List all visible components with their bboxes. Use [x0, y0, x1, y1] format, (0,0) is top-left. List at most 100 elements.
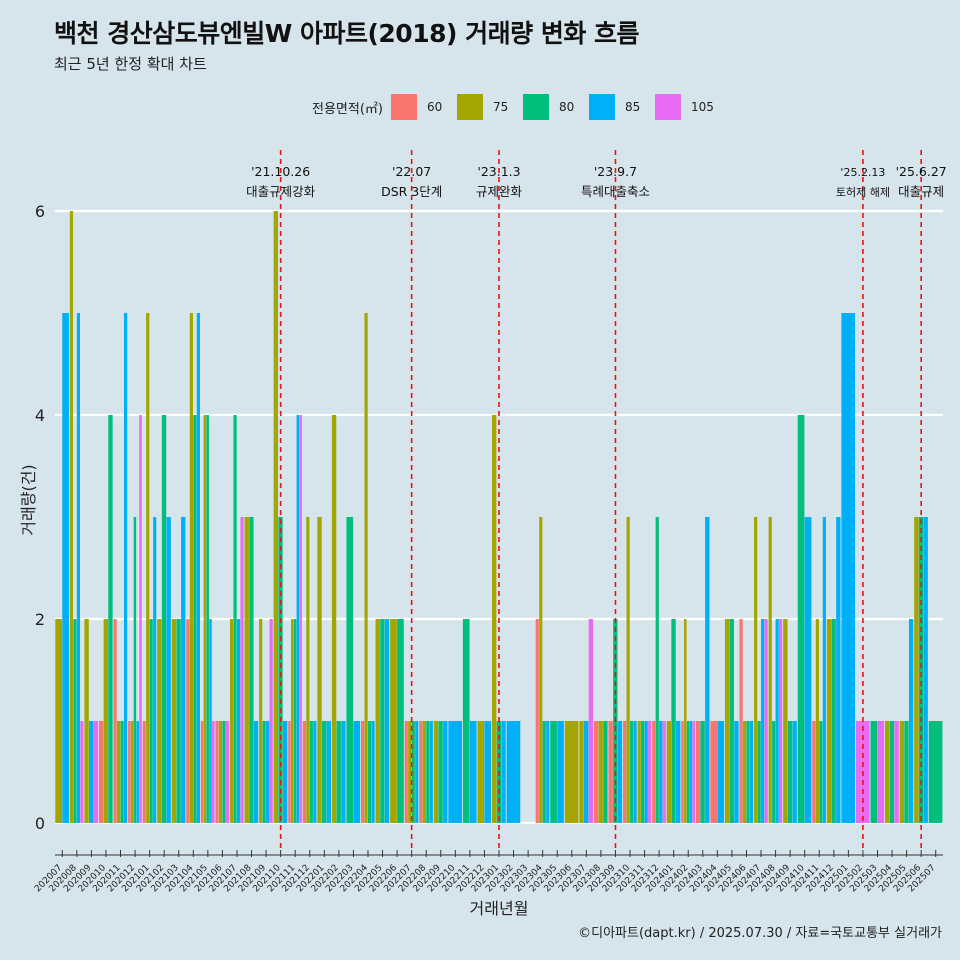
bar-202204-75 — [364, 313, 368, 823]
bar-202208-80 — [426, 721, 430, 823]
bar-202109-105 — [269, 619, 273, 823]
bar-202308-80 — [603, 721, 608, 823]
bar-202406-80 — [746, 721, 750, 823]
bar-202402-75 — [684, 619, 687, 823]
bar-202108-85 — [253, 721, 259, 823]
event-label-2: 규제완화 — [476, 184, 523, 199]
bar-202204-60 — [361, 721, 365, 823]
bar-202503-80 — [870, 721, 878, 823]
bar-202010-80 — [108, 415, 113, 823]
bar-202304-75 — [539, 517, 543, 823]
bar-202207-60 — [404, 721, 408, 823]
bar-202408-80 — [772, 721, 776, 823]
bar-202504-105 — [894, 721, 899, 823]
bar-202312-60 — [652, 721, 656, 823]
bar-202411-80 — [819, 721, 823, 823]
bar-202409-75 — [783, 619, 788, 823]
bar-202205-85 — [384, 619, 390, 823]
bar-202103-85 — [181, 517, 186, 823]
bar-202503-105 — [877, 721, 885, 823]
bar-202107-85 — [236, 619, 241, 823]
bar-202107-75 — [229, 619, 234, 823]
legend-item-105: 105 — [654, 94, 714, 120]
event-date-2: '23.1.3 — [477, 164, 520, 179]
bar-202410-80 — [797, 415, 805, 823]
event-label-5: 대출규제 — [898, 184, 944, 199]
bar-202012-85 — [136, 721, 139, 823]
source-caption: ©디아파트(dapt.kr) / 2025.07.30 / 자료=국토교통부 실… — [578, 926, 942, 941]
bar-202412-85 — [836, 517, 841, 823]
bar-202204-85 — [371, 721, 375, 823]
bar-202411-75 — [815, 619, 819, 823]
bar-202401-85 — [676, 721, 681, 823]
bar-202309-85 — [617, 721, 623, 823]
legend-label-105: 105 — [690, 100, 714, 114]
bar-202302-85 — [506, 721, 521, 823]
bar-202405-80 — [729, 619, 734, 823]
bar-202408-75 — [768, 517, 772, 823]
bar-202007-75 — [55, 619, 62, 823]
legend-swatch-105 — [654, 94, 681, 120]
chart-subtitle: 최근 5년 한정 확대 차트 — [54, 55, 207, 73]
bar-202201-85 — [326, 721, 331, 823]
bar-202102-80 — [161, 415, 167, 823]
bar-202507-80 — [928, 721, 943, 823]
bar-202011-85 — [124, 313, 128, 823]
bar-202401-80 — [671, 619, 676, 823]
bar-202412-80 — [831, 619, 836, 823]
bar-202304-85 — [546, 721, 550, 823]
bar-202210-85 — [448, 721, 463, 823]
bar-202402-105 — [692, 721, 695, 823]
bar-202011-80 — [120, 721, 124, 823]
event-label-1: DSR 3단계 — [381, 184, 442, 199]
bar-202109-80 — [262, 721, 266, 823]
legend-item-60: 60 — [390, 94, 445, 120]
bar-202407-75 — [754, 517, 758, 823]
bar-202301-85 — [501, 721, 506, 823]
x-axis-title: 거래년월 — [470, 899, 529, 918]
bar-202312-105 — [662, 721, 666, 823]
bar-202205-75 — [375, 619, 380, 823]
bar-202402-85 — [689, 721, 693, 823]
bar-202405-75 — [724, 619, 730, 823]
bar-202208-60 — [419, 721, 423, 823]
legend-label-80: 80 — [558, 100, 575, 114]
bar-202404-60 — [710, 721, 718, 823]
bar-202110-85 — [282, 721, 288, 823]
bar-202112-60 — [302, 721, 306, 823]
y-tick-label-4: 4 — [35, 406, 45, 425]
bar-202106-105 — [225, 721, 230, 823]
bar-202112-85 — [313, 721, 317, 823]
bar-202209-85 — [443, 721, 448, 823]
bar-202012-105 — [139, 415, 142, 823]
bar-202110-75 — [273, 211, 279, 823]
bar-202212-75 — [477, 721, 485, 823]
bar-202408-85 — [775, 619, 779, 823]
bar-202008-85 — [76, 313, 81, 823]
bar-202101-85 — [153, 517, 157, 823]
bar-202309-60 — [608, 721, 613, 823]
bar-202203-85 — [353, 721, 361, 823]
bar-202112-80 — [309, 721, 313, 823]
event-label-3: 특례대출축소 — [581, 184, 650, 199]
bar-202208-85 — [429, 721, 433, 823]
bar-202102-85 — [166, 517, 171, 823]
bar-202504-80 — [889, 721, 895, 823]
bar-202111-80 — [293, 619, 297, 823]
legend-swatch-75 — [456, 94, 483, 120]
bar-202501-85 — [841, 313, 856, 823]
bar-202104-60 — [186, 619, 190, 823]
bar-202012-75 — [130, 721, 134, 823]
bar-202012-60 — [128, 721, 131, 823]
bar-202212-85 — [484, 721, 492, 823]
bar-202409-85 — [792, 721, 797, 823]
event-date-4: '25.2.13 — [840, 166, 885, 179]
y-axis-title: 거래량(건) — [19, 464, 38, 535]
bar-202104-85 — [196, 313, 200, 823]
bar-202311-85 — [644, 721, 648, 823]
bar-202008-75 — [69, 211, 74, 823]
bar-202102-75 — [157, 619, 162, 823]
bar-202202-80 — [336, 721, 341, 823]
bar-202011-60 — [113, 619, 117, 823]
